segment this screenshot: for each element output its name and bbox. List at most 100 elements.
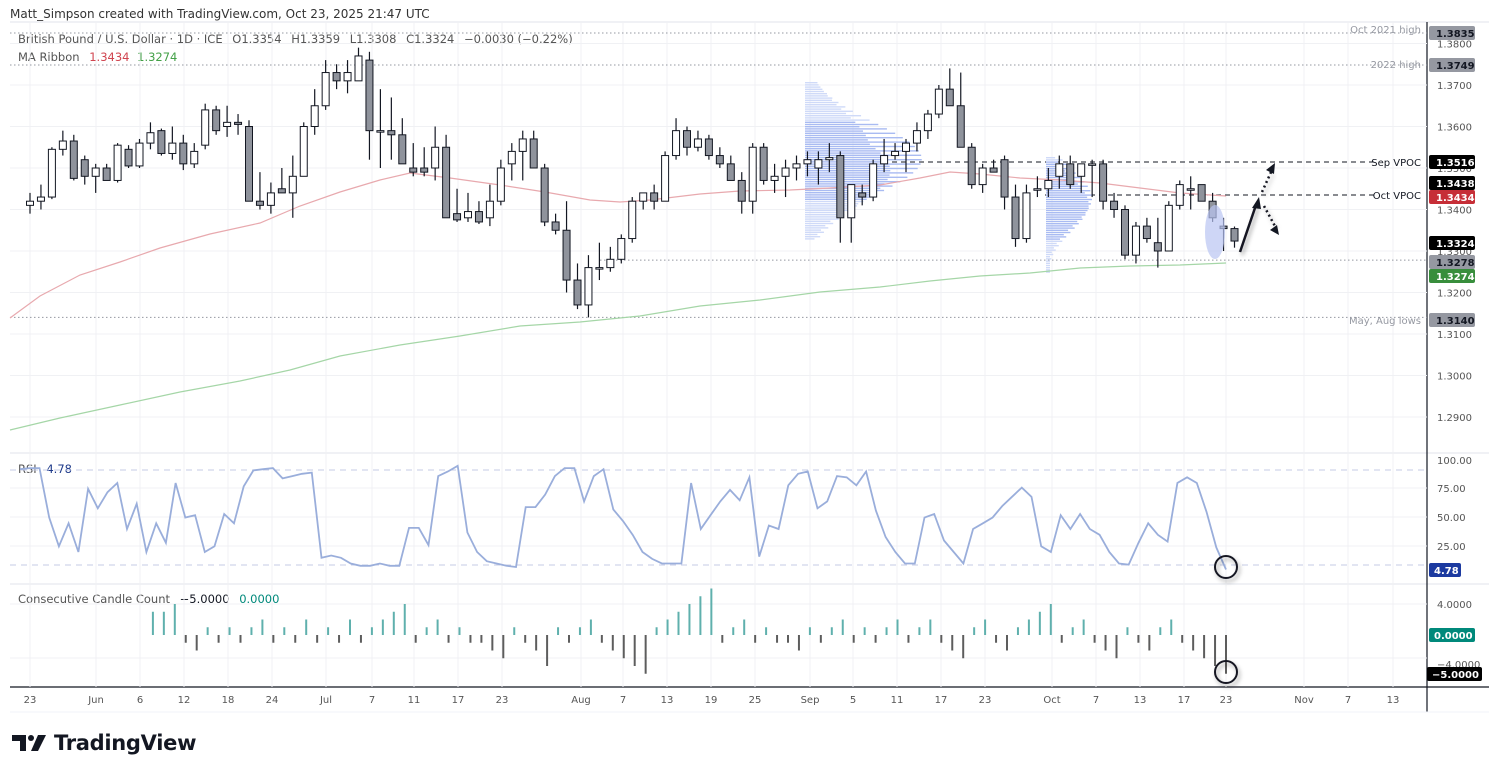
candle — [989, 159, 998, 173]
rsi-legend[interactable]: RSI 4.78 — [18, 462, 78, 476]
time-tick: 25 — [749, 695, 762, 706]
candle — [540, 163, 549, 227]
svg-text:1.3516: 1.3516 — [1436, 158, 1475, 169]
pane-frames — [10, 21, 1489, 713]
candle — [1131, 221, 1140, 264]
candle — [332, 64, 341, 90]
ohlc-change: −0.0030 (−0.22%) — [464, 32, 573, 46]
price-label: 1.3274 — [1429, 269, 1475, 283]
time-tick: 11 — [891, 695, 904, 706]
candle — [398, 118, 407, 165]
svg-text:0.0000: 0.0000 — [1434, 631, 1473, 642]
candle — [179, 134, 188, 171]
ohlc-low: L1.3308 — [349, 32, 397, 46]
candle — [420, 147, 429, 177]
candle — [1219, 217, 1228, 251]
candle — [277, 168, 286, 194]
candle — [693, 130, 702, 152]
time-tick: 7 — [369, 695, 375, 706]
rsi-value: 4.78 — [46, 462, 72, 476]
time-tick: 18 — [222, 695, 235, 706]
candle — [639, 192, 648, 210]
svg-text:1.3438: 1.3438 — [1436, 179, 1475, 190]
time-tick: 23 — [1220, 695, 1233, 706]
candle — [934, 85, 943, 119]
tradingview-logo[interactable]: TradingView — [12, 731, 196, 755]
candle — [464, 192, 472, 222]
price-tick: 1.3000 — [1437, 372, 1472, 383]
candle — [902, 138, 910, 173]
price-tick: 1.3300 — [1437, 247, 1472, 258]
candle — [354, 47, 363, 82]
candle — [124, 145, 133, 168]
svg-text:1.3835: 1.3835 — [1436, 29, 1475, 40]
candle — [1011, 184, 1020, 247]
ohlc-high: H1.3359 — [291, 32, 341, 46]
svg-text:1.3749: 1.3749 — [1436, 61, 1475, 72]
candle — [146, 122, 155, 150]
time-tick: 23 — [979, 695, 992, 706]
svg-text:1.3274: 1.3274 — [1436, 272, 1475, 283]
time-tick: 24 — [266, 695, 279, 706]
horizontal-levels: Oct 2021 high 2022 high May, Aug lows Sep V… — [10, 25, 1427, 327]
candle — [1186, 176, 1195, 210]
ccc-histogram — [151, 588, 1227, 674]
symbol-legend: British Pound / U.S. Dollar · 1D · ICE O… — [18, 32, 579, 46]
price-label: 1.3140 — [1429, 313, 1475, 327]
ma-ribbon-lines — [9, 171, 1227, 431]
candle — [201, 103, 210, 150]
svg-text:4.78: 4.78 — [1434, 566, 1459, 577]
svg-text:1.3278: 1.3278 — [1436, 258, 1475, 269]
candle — [1164, 201, 1173, 252]
ma-slow-value: 1.3274 — [137, 50, 178, 64]
candle — [1110, 192, 1119, 218]
candle — [453, 188, 462, 222]
price-label: 1.3438 — [1429, 176, 1475, 190]
candle — [770, 163, 779, 193]
tradingview-logo-icon — [12, 735, 46, 751]
ma-ribbon-legend[interactable]: MA Ribbon 1.3434 1.3274 — [18, 50, 183, 64]
ccc-label: Consecutive Candle Count — [18, 592, 171, 606]
candle — [1044, 168, 1053, 198]
time-tick: Oct — [1043, 695, 1060, 706]
candle — [551, 213, 560, 235]
symbol-title[interactable]: British Pound / U.S. Dollar · 1D · ICE — [18, 32, 223, 46]
candle — [715, 147, 724, 168]
candle — [1153, 217, 1162, 268]
time-tick: 6 — [137, 695, 143, 706]
ma-fast-value: 1.3434 — [89, 50, 130, 64]
time-tick: 7 — [1345, 695, 1351, 706]
candle — [474, 201, 483, 225]
time-tick: 11 — [408, 695, 421, 706]
price-tick: 1.3700 — [1437, 81, 1472, 92]
vertical-grid — [29, 22, 1394, 687]
candle — [518, 130, 527, 181]
ccc-value1: −5.0000 — [179, 592, 230, 606]
price-tick: 1.3600 — [1437, 123, 1472, 134]
rsi-line — [19, 464, 1227, 570]
candle — [606, 246, 615, 272]
candle — [376, 89, 385, 168]
time-tick: 12 — [178, 695, 191, 706]
time-tick: 17 — [452, 695, 465, 706]
ccc-legend[interactable]: Consecutive Candle Count −5.0000 0.0000 — [18, 592, 285, 606]
candle — [726, 155, 735, 181]
candle — [967, 143, 976, 189]
candle — [737, 172, 746, 214]
ohlc-open: O1.3354 — [232, 32, 282, 46]
candle — [562, 201, 571, 293]
candle — [168, 126, 177, 160]
candle — [1088, 159, 1097, 198]
candle — [978, 163, 987, 193]
volume-profile — [805, 82, 1092, 273]
candle — [1000, 155, 1009, 210]
candle — [803, 151, 812, 177]
ccc-value2: 0.0000 — [239, 592, 280, 606]
time-tick: 5 — [850, 695, 856, 706]
time-tick: 13 — [661, 695, 674, 706]
candle — [584, 255, 593, 318]
svg-text:Sep VPOC: Sep VPOC — [1371, 158, 1421, 169]
candle — [442, 134, 451, 219]
svg-text:−5.0000: −5.0000 — [1432, 670, 1479, 681]
